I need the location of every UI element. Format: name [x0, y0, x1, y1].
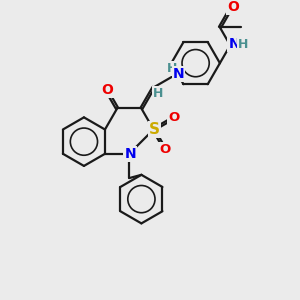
Text: O: O — [227, 0, 239, 14]
Text: O: O — [159, 143, 170, 156]
Text: S: S — [149, 122, 160, 137]
Text: N: N — [173, 67, 184, 81]
Text: N: N — [228, 37, 240, 51]
Text: O: O — [101, 82, 113, 97]
Text: H: H — [153, 87, 164, 100]
Text: H: H — [167, 62, 177, 75]
Text: H: H — [238, 38, 248, 51]
Text: O: O — [169, 111, 180, 124]
Text: N: N — [124, 147, 136, 161]
